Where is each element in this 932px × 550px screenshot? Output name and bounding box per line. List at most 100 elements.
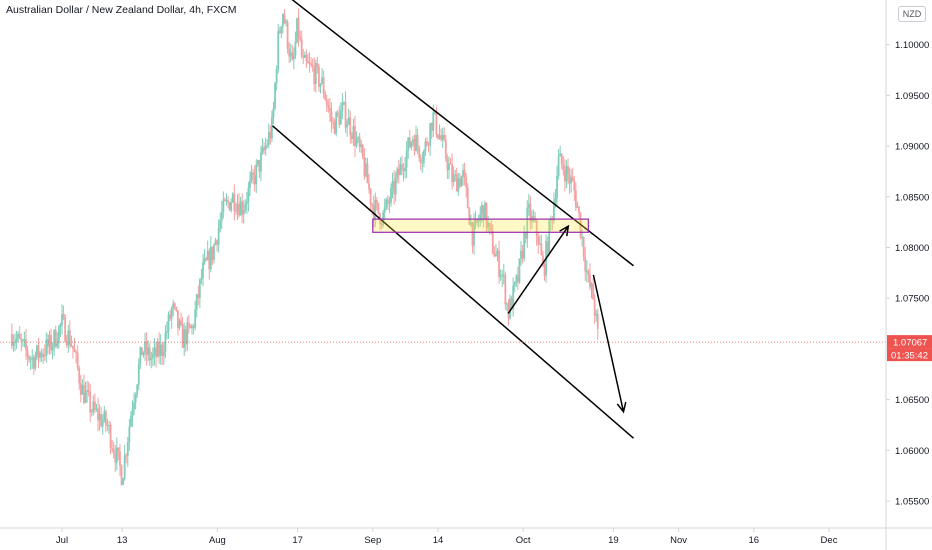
candle-body: [92, 401, 95, 412]
candle-body: [510, 298, 513, 310]
candle-body: [128, 426, 131, 442]
candle-body: [198, 279, 201, 298]
candle-body: [581, 237, 584, 239]
candle-body: [81, 384, 84, 395]
candle-body: [377, 202, 380, 214]
candle-body: [122, 478, 124, 485]
candle-body: [175, 306, 178, 311]
x-tick-label: Dec: [821, 535, 838, 546]
candle-body: [574, 190, 577, 208]
candle-body: [54, 330, 57, 347]
candle-body: [399, 164, 402, 176]
candle-body: [228, 202, 231, 211]
candle-body: [590, 283, 593, 288]
candle-body: [593, 299, 596, 316]
symbol-title: Australian Dollar / New Zealand Dollar, …: [6, 4, 237, 16]
candle-body: [144, 341, 146, 353]
candle-body: [452, 175, 455, 183]
candle-body: [76, 352, 79, 368]
candle-body: [383, 207, 386, 213]
candle-body: [181, 324, 184, 348]
candle-body: [266, 144, 269, 146]
candle-body: [111, 448, 114, 450]
candle-body: [307, 61, 309, 63]
candle-body: [515, 275, 518, 283]
currency-badge[interactable]: NZD: [898, 6, 926, 22]
candle-body: [64, 316, 67, 342]
candle-body: [72, 345, 74, 349]
candle-body: [438, 135, 441, 139]
candle-body: [557, 156, 560, 176]
candle-body: [50, 335, 52, 351]
x-tick-label: Jul: [56, 535, 68, 546]
candle-body: [61, 314, 63, 325]
last-price-tag: 1.07067: [893, 338, 927, 349]
candle-body: [98, 414, 101, 421]
candle-body: [281, 14, 284, 27]
candle-body: [556, 175, 558, 199]
candle-body: [272, 108, 275, 118]
candle-body: [37, 345, 40, 358]
candle-body: [209, 246, 212, 270]
candle-body: [140, 347, 143, 356]
candle-body: [538, 243, 541, 245]
candle-body: [568, 175, 571, 184]
candle-body: [490, 225, 493, 231]
candle-body: [256, 160, 259, 165]
candle-body: [454, 173, 457, 176]
candle-body: [324, 93, 327, 100]
last-price-tag-bg: [887, 335, 932, 349]
candle-body: [333, 121, 336, 134]
candle-body: [267, 132, 270, 145]
candle-body: [422, 151, 425, 163]
arrow-down-head: [616, 401, 627, 414]
candle-body: [463, 169, 466, 178]
candle-body: [151, 354, 154, 359]
candle-body: [97, 408, 99, 421]
candle-body: [137, 364, 140, 385]
candle-body: [459, 178, 461, 187]
candle-body: [551, 218, 554, 221]
candle-body: [563, 169, 566, 182]
candle-body: [466, 187, 469, 209]
candle-body: [336, 112, 339, 115]
drawings: [272, 0, 634, 439]
candle-body: [457, 178, 460, 192]
candle-body: [45, 339, 48, 356]
candle-body: [57, 326, 60, 344]
candle-body: [335, 112, 338, 134]
candle-body: [573, 180, 576, 191]
candle-body: [255, 164, 258, 185]
candle-body: [51, 346, 54, 351]
time-axis[interactable]: Jul 13 Aug 17 Sep 14 Oct 19 Nov 16 Dec: [56, 528, 838, 546]
candle-body: [283, 14, 286, 23]
candle-body: [401, 164, 403, 170]
candle-body: [269, 132, 272, 139]
candle-body: [245, 201, 248, 205]
candle-body: [155, 347, 157, 357]
candle-body: [131, 409, 134, 417]
candle-body: [485, 202, 488, 228]
candle-body: [150, 358, 153, 361]
candle-body: [535, 220, 538, 237]
candle-body: [482, 205, 485, 221]
candle-body: [87, 390, 90, 392]
candle-body: [56, 343, 59, 347]
candle-body: [21, 340, 24, 342]
candle-body: [103, 411, 106, 421]
candle-body: [42, 354, 45, 357]
candle-body: [567, 166, 569, 176]
candle-body: [437, 134, 439, 139]
candle-body: [202, 262, 204, 279]
candle-body: [408, 137, 411, 148]
candle-body: [396, 168, 399, 178]
candle-body: [115, 447, 118, 463]
candle-body: [410, 142, 413, 148]
candle-body: [48, 335, 51, 347]
candle-body: [504, 274, 507, 305]
channel-lower-line: [272, 125, 634, 439]
y-tick-label: 1.10500: [895, 0, 929, 1]
candle-body: [234, 210, 237, 212]
candle-body: [474, 218, 477, 224]
